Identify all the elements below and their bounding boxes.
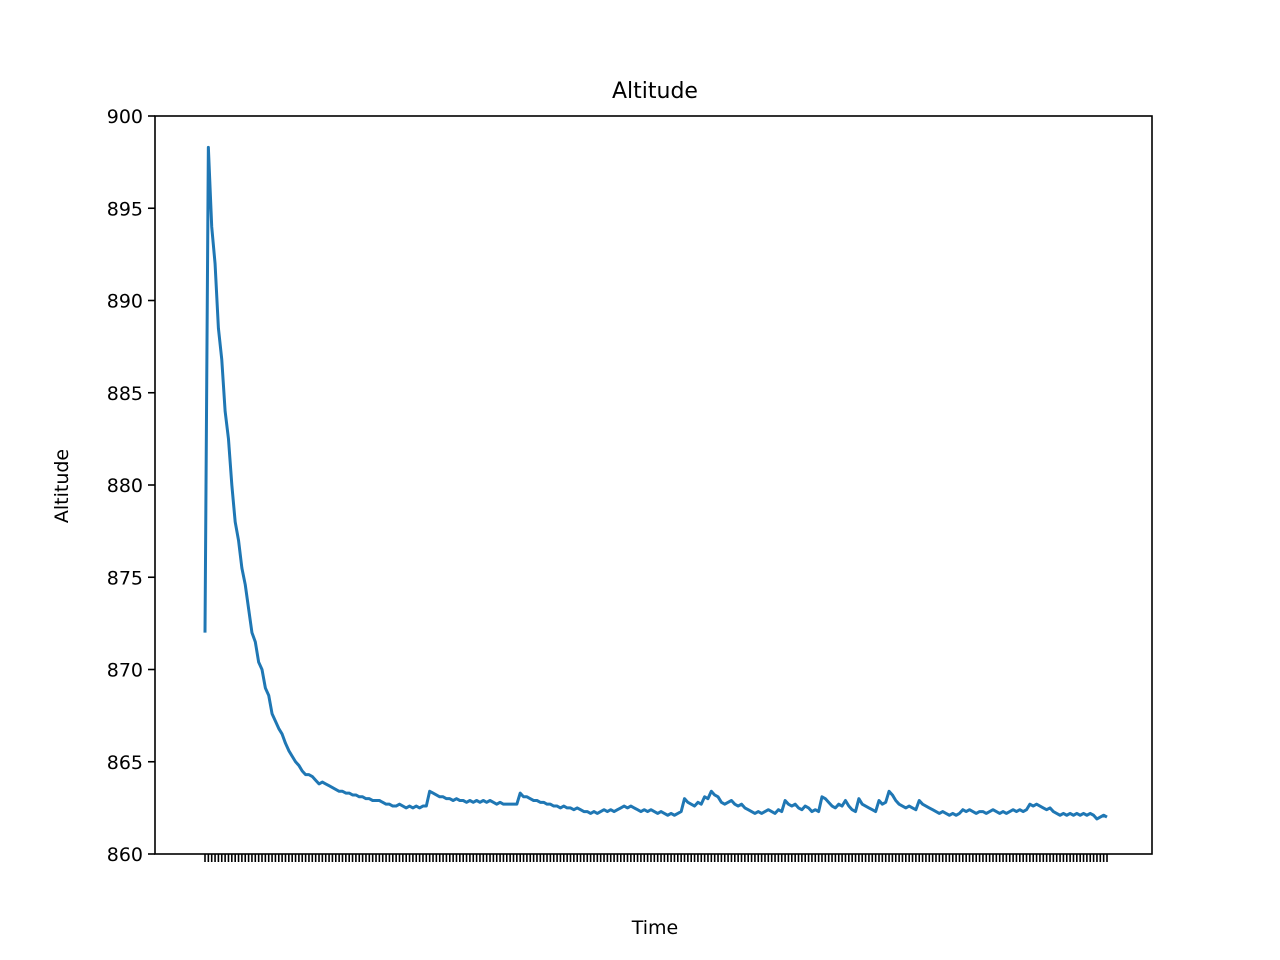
- y-tick-label-870: 870: [107, 660, 143, 682]
- y-tick-label-890: 890: [107, 291, 143, 313]
- axes-frame: [154, 115, 1153, 855]
- y-tick-label-880: 880: [107, 475, 143, 497]
- y-tick-label-865: 865: [107, 752, 143, 774]
- y-tick-label-895: 895: [107, 198, 143, 220]
- plot-area: [203, 145, 1108, 821]
- y-axis: 860 865 870 875 880 885 890 895 900: [107, 106, 155, 866]
- y-axis-label: Altitude: [51, 449, 73, 523]
- x-axis: [204, 854, 1108, 862]
- y-tick-label-885: 885: [107, 383, 143, 405]
- y-tick-label-860: 860: [107, 844, 143, 866]
- chart-title: Altitude: [612, 79, 698, 104]
- altitude-series-line: [203, 145, 1108, 821]
- y-tick-label-900: 900: [107, 106, 143, 128]
- y-tick-label-875: 875: [107, 567, 143, 589]
- x-axis-label: Time: [631, 917, 679, 939]
